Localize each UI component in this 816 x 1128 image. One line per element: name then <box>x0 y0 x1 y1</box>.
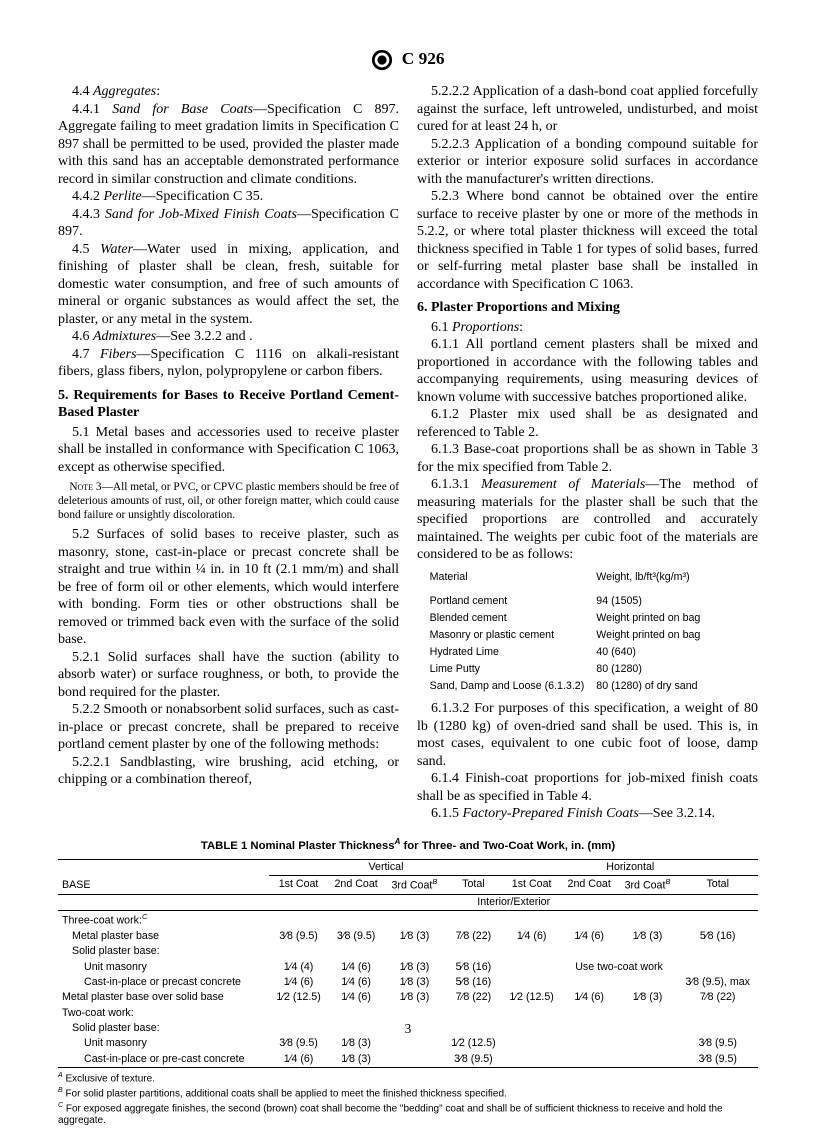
p-4.4.3: 4.4.3 Sand for Job-Mixed Finish Coats—Sp… <box>58 206 399 241</box>
table-row: Masonry or plastic cementWeight printed … <box>430 628 711 643</box>
page-header: C 926 <box>58 48 758 71</box>
p-5.2.1: 5.2.1 Solid surfaces shall have the suct… <box>58 649 399 702</box>
table-row: Blended cementWeight printed on bag <box>430 611 711 626</box>
table-row: Hydrated Lime40 (640) <box>430 645 711 660</box>
p-5.1: 5.1 Metal bases and accessories used to … <box>58 424 399 477</box>
table-1-footnotes: A Exclusive of texture. B For solid plas… <box>58 1072 758 1128</box>
p-4.4: 4.4 Aggregates: <box>58 83 399 101</box>
p-6.1.3.1: 6.1.3.1 Measurement of Materials—The met… <box>417 476 758 564</box>
table-row: Sand, Damp and Loose (6.1.3.2)80 (1280) … <box>430 679 711 694</box>
heading-5: 5. Requirements for Bases to Receive Por… <box>58 387 399 422</box>
materials-table: MaterialWeight, lb/ft³(kg/m³) Portland c… <box>428 568 713 697</box>
p-4.4.2: 4.4.2 Perlite—Specification C 35. <box>58 188 399 206</box>
p-6.1.5: 6.1.5 Factory-Prepared Finish Coats—See … <box>417 805 758 823</box>
table-1-title: TABLE 1 Nominal Plaster ThicknessA for T… <box>58 837 758 853</box>
p-5.2.2.3: 5.2.2.3 Application of a bonding compoun… <box>417 136 758 189</box>
p-6.1.4: 6.1.4 Finish-coat proportions for job-mi… <box>417 770 758 805</box>
page-number: 3 <box>0 1021 816 1038</box>
note-3: Note 3—All metal, or PVC, or CPVC plasti… <box>58 480 399 522</box>
p-5.2.2.1: 5.2.2.1 Sandblasting, wire brushing, aci… <box>58 754 399 789</box>
table-row: Cast-in-place or pre-cast concrete 1⁄4 (… <box>58 1052 758 1068</box>
p-5.2.2: 5.2.2 Smooth or nonabsorbent solid surfa… <box>58 701 399 754</box>
table-row: Unit masonry 1⁄4 (4)1⁄4 (6)1⁄8 (3)5⁄8 (1… <box>58 960 758 975</box>
p-4.7: 4.7 Fibers—Specification C 1116 on alkal… <box>58 346 399 381</box>
p-6.1.1: 6.1.1 All portland cement plasters shall… <box>417 336 758 406</box>
p-6.1.3: 6.1.3 Base-coat proportions shall be as … <box>417 441 758 476</box>
table-row: Cast-in-place or precast concrete 1⁄4 (6… <box>58 975 758 990</box>
p-5.2.2.2: 5.2.2.2 Application of a dash-bond coat … <box>417 83 758 136</box>
p-4.5: 4.5 Water—Water used in mixing, applicat… <box>58 241 399 329</box>
astm-logo-icon <box>371 49 393 71</box>
p-5.2.3: 5.2.3 Where bond cannot be obtained over… <box>417 188 758 293</box>
table-row: Lime Putty80 (1280) <box>430 662 711 677</box>
p-4.6: 4.6 Admixtures—See 3.2.2 and . <box>58 328 399 346</box>
table-1: TABLE 1 Nominal Plaster ThicknessA for T… <box>58 837 758 1128</box>
standard-number: C 926 <box>402 49 445 68</box>
p-6.1.3.2: 6.1.3.2 For purposes of this specificati… <box>417 700 758 770</box>
table-row: Metal plaster base over solid base 1⁄2 (… <box>58 990 758 1005</box>
heading-6: 6. Plaster Proportions and Mixing <box>417 299 758 317</box>
table-row: Portland cement94 (1505) <box>430 594 711 609</box>
p-6.1.2: 6.1.2 Plaster mix used shall be as desig… <box>417 406 758 441</box>
p-4.4.1: 4.4.1 Sand for Base Coats—Specification … <box>58 101 399 189</box>
body-columns: 4.4 Aggregates: 4.4.1 Sand for Base Coat… <box>58 83 758 823</box>
p-5.2: 5.2 Surfaces of solid bases to receive p… <box>58 526 399 649</box>
p-6.1: 6.1 Proportions: <box>417 319 758 337</box>
table-row: Metal plaster base 3⁄8 (9.5)3⁄8 (9.5)1⁄8… <box>58 929 758 944</box>
table-row: Unit masonry 3⁄8 (9.5)1⁄8 (3)1⁄2 (12.5) … <box>58 1036 758 1051</box>
